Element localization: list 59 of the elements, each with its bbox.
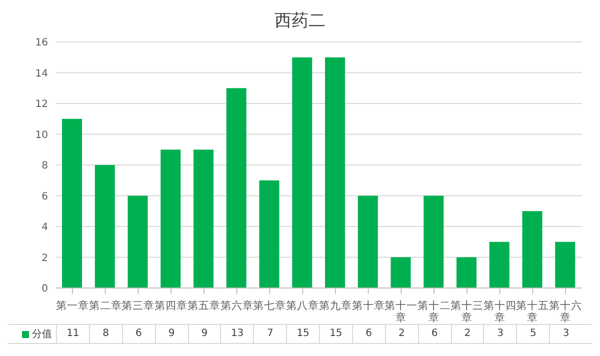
x-tick-label: 第十六章 xyxy=(549,299,582,324)
bar xyxy=(62,118,82,288)
x-tick-label: 第六章 xyxy=(220,299,254,312)
x-tick-label: 第二章 xyxy=(88,299,122,312)
y-tick-label: 4 xyxy=(42,222,48,234)
y-tick-label: 12 xyxy=(35,99,48,110)
x-tick-label: 第一章 xyxy=(56,299,89,312)
data-label: 15 xyxy=(286,325,319,343)
data-label: 9 xyxy=(188,325,220,343)
legend-label: 分值 xyxy=(32,328,52,341)
bar xyxy=(194,150,214,288)
data-label: 8 xyxy=(88,325,122,343)
x-tick-label: 第九章 xyxy=(318,299,352,312)
bar xyxy=(259,180,280,288)
bar xyxy=(390,257,411,288)
bar xyxy=(456,257,476,288)
x-tick-label: 第八章 xyxy=(286,299,320,312)
x-tick-label: 第四章 xyxy=(154,299,188,312)
data-label: 11 xyxy=(56,325,89,343)
x-tick-label: 第十一章 xyxy=(384,299,418,324)
bar xyxy=(424,196,444,288)
x-tick-label: 第三章 xyxy=(122,299,155,312)
x-tick-label: 第五章 xyxy=(187,299,220,312)
data-label: 15 xyxy=(319,325,352,343)
y-tick-label: 6 xyxy=(42,191,48,202)
bar xyxy=(292,57,312,288)
x-tick-label: 第十二章 xyxy=(418,299,451,324)
y-tick-label: 8 xyxy=(42,160,48,172)
y-tick-label: 10 xyxy=(35,130,48,141)
bar xyxy=(226,88,246,288)
data-label: 6 xyxy=(352,325,385,343)
y-tick-label: 2 xyxy=(42,252,48,264)
x-tick-label: 第十四章 xyxy=(483,299,516,324)
x-tick-label: 第十三章 xyxy=(450,299,484,324)
bar xyxy=(94,165,115,288)
bar xyxy=(489,242,510,288)
bar xyxy=(128,196,148,288)
data-label: 2 xyxy=(450,325,484,343)
bar xyxy=(522,211,542,288)
y-tick-label: 14 xyxy=(35,68,48,80)
bar xyxy=(555,242,576,288)
data-label: 9 xyxy=(154,325,188,343)
data-label: 13 xyxy=(220,325,254,343)
bar xyxy=(358,196,378,288)
data-label: 6 xyxy=(122,325,155,343)
y-tick-label: 16 xyxy=(35,38,48,49)
data-label: 7 xyxy=(253,325,286,343)
y-tick-label: 0 xyxy=(42,284,48,295)
bar xyxy=(325,57,345,288)
x-tick-label: 第十五章 xyxy=(516,299,550,324)
x-tick-label: 第十章 xyxy=(352,299,385,312)
data-label: 2 xyxy=(384,325,418,343)
chart-title: 西药二 xyxy=(274,10,326,33)
x-tick-label: 第七章 xyxy=(253,299,286,312)
bar xyxy=(160,150,181,288)
data-label: 5 xyxy=(516,325,550,343)
data-label: 3 xyxy=(483,325,516,343)
data-label: 3 xyxy=(549,325,582,343)
data-label: 6 xyxy=(418,325,450,343)
